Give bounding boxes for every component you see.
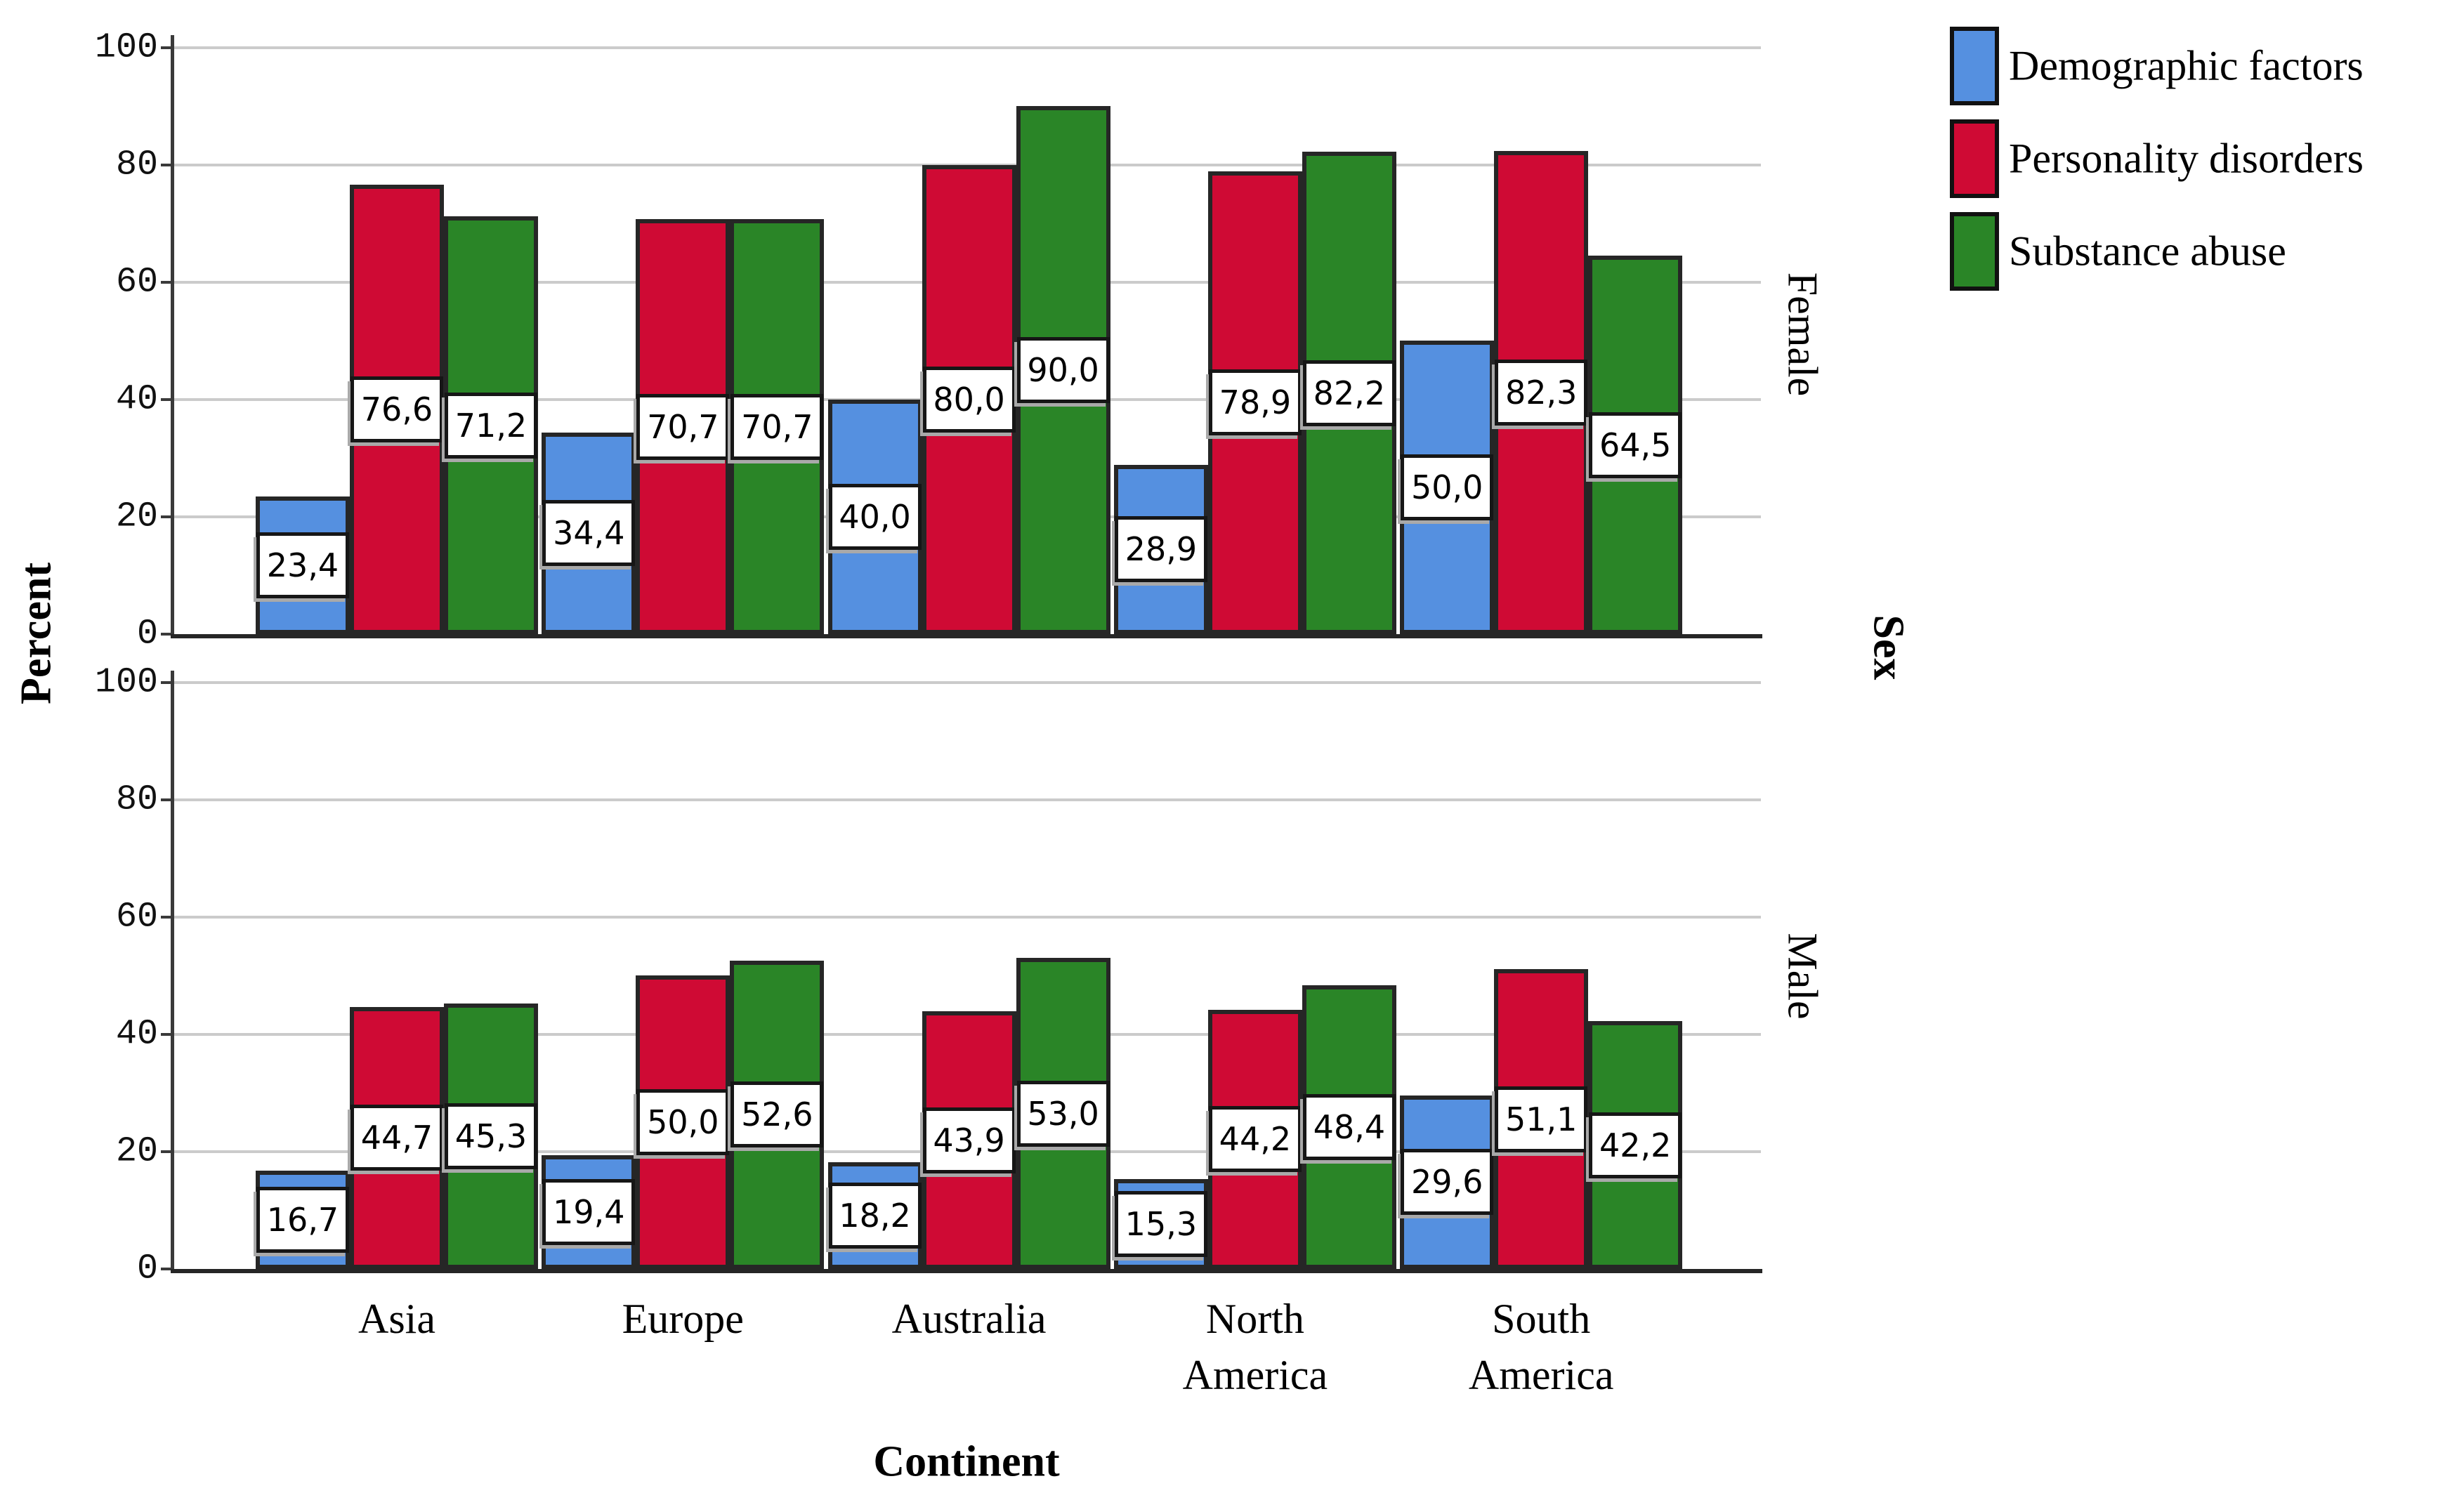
y-axis-tick bbox=[161, 515, 172, 518]
x-axis-line bbox=[171, 1269, 1762, 1273]
y-axis-tick-label: 60 bbox=[115, 897, 158, 938]
panel-label-male: Male bbox=[1779, 933, 1826, 1020]
y-axis-tick bbox=[161, 1268, 172, 1270]
bar-value-label: 45,3 bbox=[445, 1103, 537, 1169]
x-axis-category-label: Australia bbox=[891, 1296, 1047, 1342]
bar-value-label: 71,2 bbox=[445, 392, 537, 459]
y-axis-tick-label: 20 bbox=[115, 1131, 158, 1172]
bar-value-label: 78,9 bbox=[1208, 369, 1302, 436]
bar-value-label: 64,5 bbox=[1589, 412, 1682, 478]
y-axis-tick-label: 80 bbox=[115, 779, 158, 820]
y-axis-tick-label: 40 bbox=[115, 379, 158, 420]
panel-axis-title: Sex bbox=[1864, 614, 1913, 680]
y-axis-tick-label: 0 bbox=[136, 614, 158, 654]
bar-value-label: 23,4 bbox=[256, 532, 349, 599]
bar-value-label: 80,0 bbox=[922, 366, 1016, 433]
y-axis-tick bbox=[161, 680, 172, 684]
bar-value-label: 44,7 bbox=[350, 1105, 443, 1171]
y-axis-tick-label: 100 bbox=[94, 27, 158, 67]
bar-value-label: 51,1 bbox=[1495, 1086, 1588, 1152]
bar-value-label: 16,7 bbox=[256, 1187, 349, 1254]
y-axis-title: Percent bbox=[12, 562, 60, 704]
y-axis-tick bbox=[161, 1032, 172, 1036]
bar-value-label: 29,6 bbox=[1401, 1149, 1494, 1216]
bar-value-label: 70,7 bbox=[636, 393, 730, 460]
bar-value-label: 82,2 bbox=[1302, 360, 1396, 426]
bar-value-label: 18,2 bbox=[828, 1182, 922, 1249]
gridline bbox=[172, 915, 1761, 919]
panel-label-female: Female bbox=[1779, 272, 1826, 397]
legend-swatch bbox=[1950, 27, 1999, 105]
bar-value-label: 82,3 bbox=[1495, 360, 1588, 426]
y-axis-line bbox=[171, 671, 174, 1271]
y-axis-tick bbox=[161, 1150, 172, 1153]
bar-value-label: 42,2 bbox=[1589, 1112, 1682, 1178]
legend-label: Demographic factors bbox=[2009, 42, 2364, 89]
y-axis-tick bbox=[161, 915, 172, 919]
x-axis-title: Continent bbox=[873, 1438, 1060, 1486]
y-axis-tick-label: 60 bbox=[115, 262, 158, 303]
bar-value-label: 40,0 bbox=[828, 483, 922, 550]
x-axis-category-label: North America bbox=[1182, 1296, 1328, 1398]
bar-value-label: 52,6 bbox=[730, 1081, 824, 1148]
y-axis-tick bbox=[161, 633, 172, 636]
legend-entry: Demographic factors bbox=[1950, 27, 2442, 105]
bar-value-label: 50,0 bbox=[636, 1089, 730, 1156]
y-axis-tick-label: 40 bbox=[115, 1014, 158, 1055]
y-axis-tick-label: 80 bbox=[115, 145, 158, 185]
y-axis-line bbox=[171, 35, 174, 636]
y-axis-tick bbox=[161, 397, 172, 401]
x-axis-line bbox=[171, 634, 1762, 638]
bar-value-label: 19,4 bbox=[542, 1178, 636, 1245]
y-axis-tick bbox=[161, 46, 172, 49]
legend-swatch bbox=[1950, 119, 1999, 198]
bar-value-label: 34,4 bbox=[542, 500, 636, 567]
bar-value-label: 70,7 bbox=[730, 393, 824, 460]
bar-value-label: 15,3 bbox=[1114, 1191, 1207, 1258]
legend-entry: Personality disorders bbox=[1950, 119, 2442, 198]
x-axis-category-label: Europe bbox=[622, 1296, 744, 1342]
bar-value-label: 28,9 bbox=[1114, 516, 1207, 583]
x-axis-category-label: Asia bbox=[358, 1296, 435, 1342]
gridline bbox=[172, 680, 1761, 684]
legend-swatch bbox=[1950, 212, 1999, 291]
y-axis-tick-label: 0 bbox=[136, 1249, 158, 1289]
legend-entry: Substance abuse bbox=[1950, 212, 2442, 291]
y-axis-tick bbox=[161, 280, 172, 284]
bar-value-label: 43,9 bbox=[922, 1107, 1016, 1173]
y-axis-tick-label: 100 bbox=[94, 662, 158, 702]
bar-value-label: 53,0 bbox=[1016, 1080, 1110, 1147]
y-axis-tick-label: 20 bbox=[115, 496, 158, 537]
bar-value-label: 50,0 bbox=[1401, 454, 1494, 521]
y-axis-tick bbox=[161, 798, 172, 801]
legend-label: Substance abuse bbox=[2009, 228, 2286, 275]
y-axis-tick bbox=[161, 163, 172, 166]
bar-value-label: 76,6 bbox=[350, 376, 443, 442]
legend-label: Personality disorders bbox=[2009, 135, 2364, 182]
bar-value-label: 44,2 bbox=[1208, 1106, 1302, 1173]
gridline bbox=[172, 798, 1761, 801]
bar-value-label: 48,4 bbox=[1302, 1093, 1396, 1160]
gridline bbox=[172, 46, 1761, 49]
x-axis-category-label: South America bbox=[1468, 1296, 1614, 1398]
bar-value-label: 90,0 bbox=[1016, 337, 1110, 404]
